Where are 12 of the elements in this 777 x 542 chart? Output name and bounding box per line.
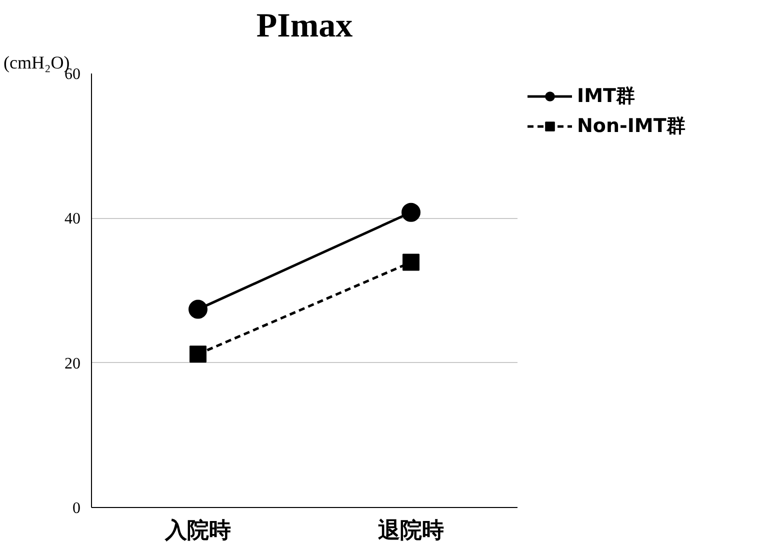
y-tick-label: 40 xyxy=(64,210,80,228)
x-tick-label: 入院時 xyxy=(164,518,231,542)
legend-label: IMT群 xyxy=(577,84,635,109)
point xyxy=(188,300,208,319)
chart-title: PImax xyxy=(256,8,353,44)
legend-label: Non-IMT群 xyxy=(577,114,686,139)
x-tick-label: 退院時 xyxy=(378,518,444,542)
point xyxy=(402,202,420,222)
y-tick-label: 0 xyxy=(72,500,80,517)
point xyxy=(402,254,420,271)
point xyxy=(190,346,206,363)
y-tick-label: 20 xyxy=(64,355,80,372)
